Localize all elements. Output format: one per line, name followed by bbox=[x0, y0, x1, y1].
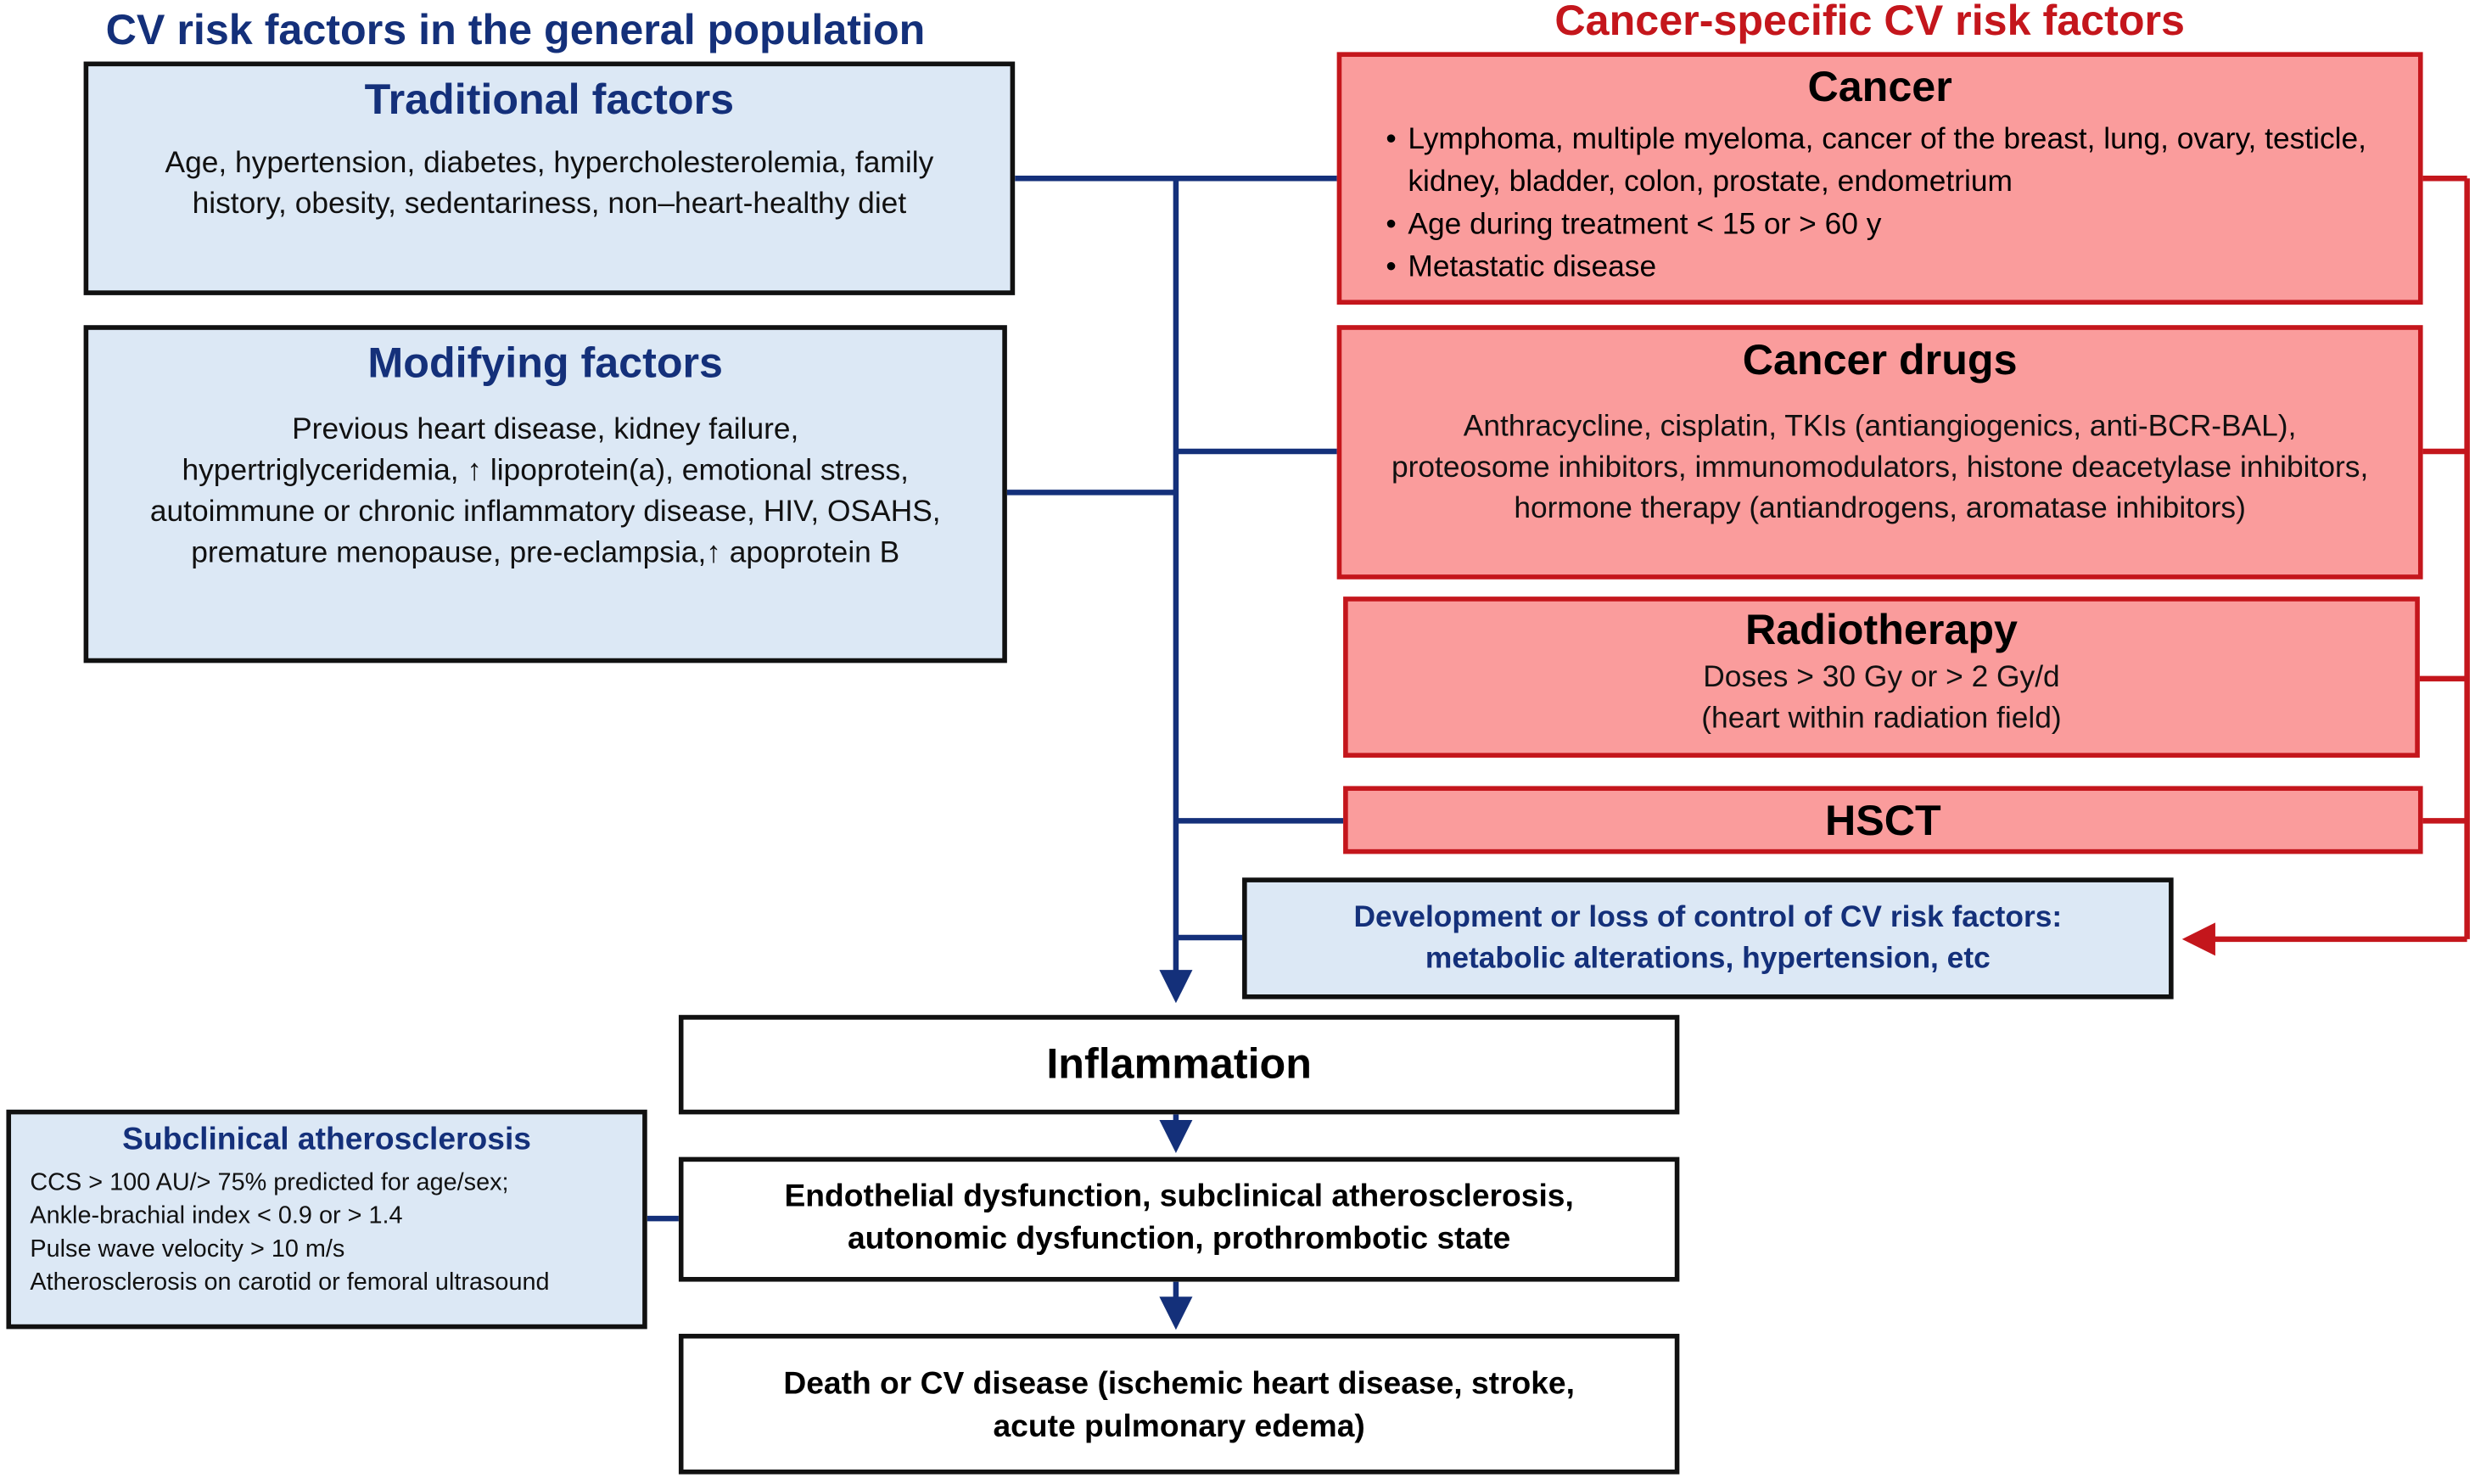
radiotherapy-box: Radiotherapy Doses > 30 Gy or > 2 Gy/d (… bbox=[1343, 596, 2420, 758]
subclinical-line: Atherosclerosis on carotid or femoral ul… bbox=[30, 1268, 550, 1296]
radiotherapy-title: Radiotherapy bbox=[1744, 606, 2018, 654]
traditional-text: Age, hypertension, diabetes, hypercholes… bbox=[165, 147, 934, 221]
modifying-factors-box: Modifying factors Previous heart disease… bbox=[83, 325, 1007, 664]
cancer-box: Cancer Lymphoma, multiple myeloma, cance… bbox=[1336, 52, 2423, 305]
cancer-title: Cancer bbox=[1807, 63, 1952, 111]
cancer-drugs-box: Cancer drugs Anthracycline, cisplatin, T… bbox=[1336, 325, 2423, 580]
cancer-item: Metastatic disease bbox=[1386, 246, 2386, 288]
modifying-line: hypertriglyceridemia, ↑ lipoprotein(a), … bbox=[182, 454, 909, 488]
cancer-item: Lymphoma, multiple myeloma, cancer of th… bbox=[1386, 119, 2386, 204]
endothelial-text: Endothelial dysfunction, subclinical ath… bbox=[784, 1179, 1574, 1257]
subclinical-line: Ankle-brachial index < 0.9 or > 1.4 bbox=[30, 1202, 403, 1230]
hsct-box: HSCT bbox=[1343, 786, 2423, 854]
cancer-item: Age during treatment < 15 or > 60 y bbox=[1386, 204, 2386, 246]
death-text: Death or CV disease (ischemic heart dise… bbox=[783, 1367, 1575, 1445]
hsct-title: HSCT bbox=[1824, 797, 1941, 845]
inflammation-box: Inflammation bbox=[678, 1015, 1680, 1115]
radiotherapy-line: (heart within radiation field) bbox=[1701, 702, 2062, 736]
cancer-drugs-text: Anthracycline, cisplatin, TKIs (antiangi… bbox=[1391, 410, 2369, 526]
modifying-line: premature menopause, pre-eclampsia,↑ apo… bbox=[191, 536, 900, 570]
endothelial-box: Endothelial dysfunction, subclinical ath… bbox=[678, 1156, 1680, 1282]
subclinical-title: Subclinical atherosclerosis bbox=[122, 1122, 531, 1157]
traditional-title: Traditional factors bbox=[364, 76, 735, 124]
modifying-title: Modifying factors bbox=[367, 339, 724, 387]
modifying-line: autoimmune or chronic inflammatory disea… bbox=[149, 496, 941, 529]
left-heading: CV risk factors in the general populatio… bbox=[105, 6, 926, 54]
development-text: Development or loss of control of CV ris… bbox=[1353, 901, 2063, 976]
inflammation-title: Inflammation bbox=[1046, 1039, 1312, 1088]
modifying-line: Previous heart disease, kidney failure, bbox=[292, 413, 799, 447]
development-box: Development or loss of control of CV ris… bbox=[1242, 877, 2174, 1000]
cancer-drugs-title: Cancer drugs bbox=[1742, 336, 2018, 384]
subclinical-line: CCS > 100 AU/> 75% predicted for age/sex… bbox=[30, 1169, 509, 1197]
radiotherapy-line: Doses > 30 Gy or > 2 Gy/d bbox=[1703, 661, 2060, 695]
death-box: Death or CV disease (ischemic heart dise… bbox=[678, 1333, 1680, 1475]
right-heading: Cancer-specific CV risk factors bbox=[1554, 0, 2186, 45]
subclinical-box: Subclinical atherosclerosis CCS > 100 AU… bbox=[6, 1109, 647, 1330]
subclinical-line: Pulse wave velocity > 10 m/s bbox=[30, 1235, 345, 1263]
traditional-factors-box: Traditional factors Age, hypertension, d… bbox=[83, 61, 1016, 295]
